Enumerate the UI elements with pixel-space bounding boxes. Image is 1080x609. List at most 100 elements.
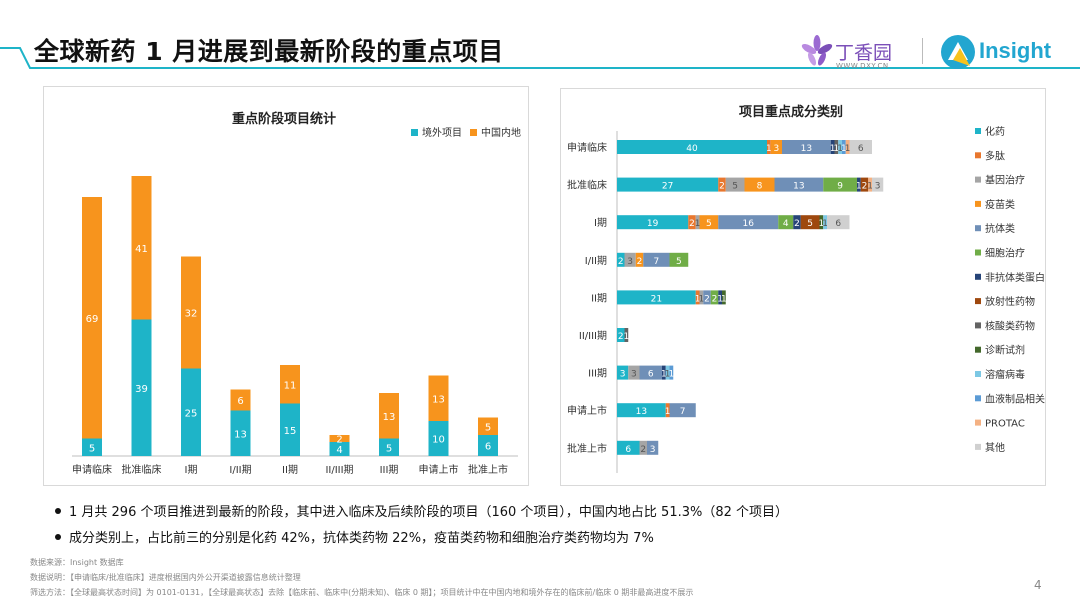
bar-segment xyxy=(669,403,696,418)
data-label: 6 xyxy=(485,442,491,453)
bar-segment xyxy=(849,140,872,154)
data-label: 2 xyxy=(637,257,643,267)
legend-label: 诊断试剂 xyxy=(985,344,1025,357)
bar-segment xyxy=(718,290,722,305)
category-tick-label: II期 xyxy=(282,464,298,476)
bar-segment xyxy=(617,215,689,230)
data-label: 8 xyxy=(757,182,763,192)
data-label: 5 xyxy=(89,443,95,454)
data-label: 1 xyxy=(665,370,671,380)
bar-segment xyxy=(725,177,745,192)
bar-segment xyxy=(647,440,659,455)
data-label: 32 xyxy=(185,309,198,320)
bar-segment-china xyxy=(478,417,498,435)
dxy-clove-logo-icon xyxy=(801,35,833,66)
data-label: 2 xyxy=(712,294,718,304)
data-label: 69 xyxy=(86,314,99,325)
data-label: 1 xyxy=(856,182,862,192)
category-tick-label: I/II期 xyxy=(585,255,607,267)
bullet-text: 成分类别上，占比前三的分别是化药 42%，抗体类药物 22%，疫苗类药物和细胞治… xyxy=(69,531,654,546)
category-tick-label: 批准临床 xyxy=(122,463,162,476)
data-label: 1 xyxy=(834,144,840,154)
bar-segment xyxy=(699,290,704,305)
data-label: 5 xyxy=(732,182,738,192)
footnote-source: 数据来源：Insight 数据库 xyxy=(30,558,124,567)
bar-segment xyxy=(838,140,842,154)
data-label: 2 xyxy=(336,435,342,446)
bar-segment xyxy=(827,215,850,230)
data-label: 5 xyxy=(807,219,813,229)
data-label: 6 xyxy=(237,396,243,407)
data-label: 3 xyxy=(620,370,626,380)
legend-label: 疫苗类 xyxy=(985,198,1015,211)
insight-logo-icon xyxy=(941,35,975,69)
insight-logo-text: Insight xyxy=(979,38,1052,63)
bar-segment xyxy=(782,140,831,154)
legend-label: 中国内地 xyxy=(481,128,521,139)
bar-segment xyxy=(718,215,779,230)
bar-segment xyxy=(662,365,666,380)
data-label: 13 xyxy=(793,182,804,192)
bar-segment-overseas xyxy=(478,435,498,456)
data-label: 40 xyxy=(686,144,698,154)
category-tick-label: 申请上市 xyxy=(567,404,607,417)
dxy-logo-url: WWW.DXY.CN xyxy=(836,62,889,70)
legend-swatch xyxy=(975,273,981,280)
bar-segment-overseas xyxy=(329,442,350,456)
data-label: 13 xyxy=(432,394,445,405)
data-label: 3 xyxy=(875,182,881,192)
category-tick-label: I期 xyxy=(185,464,198,476)
bar-segment xyxy=(819,215,824,230)
bar-segment-overseas xyxy=(379,438,399,456)
data-label: 21 xyxy=(651,294,662,304)
bar-segment xyxy=(860,177,869,192)
bullet-dot xyxy=(55,508,61,514)
data-label: 1 xyxy=(695,219,701,229)
data-label: 1 xyxy=(699,294,705,304)
legend-swatch xyxy=(975,346,981,353)
bar-segment xyxy=(665,365,670,380)
bar-segment-china xyxy=(329,435,350,442)
data-label: 19 xyxy=(647,219,659,229)
bar-segment xyxy=(617,177,719,192)
bar-segment-china xyxy=(181,256,201,369)
legend-swatch xyxy=(975,249,981,256)
data-label: 5 xyxy=(386,443,392,454)
bar-segment-overseas xyxy=(181,368,201,456)
bullet-item: 成分类别上，占比前三的分别是化药 42%，抗体类药物 22%，疫苗类药物和细胞治… xyxy=(55,526,788,552)
component-chart-panel: 项目重点成分类别 申请临床 40 1 3 13 1 1 1 1 1 6 批准临床 27 2 5 8 13 9 1 2 1… xyxy=(560,88,1046,486)
data-label: 3 xyxy=(631,370,637,380)
legend-swatch xyxy=(975,371,981,377)
bar-segment xyxy=(617,365,629,380)
logo-divider xyxy=(922,38,923,64)
data-label: 1 xyxy=(721,294,727,304)
data-label: 27 xyxy=(662,182,673,192)
bar-segment xyxy=(669,365,674,380)
legend-swatch xyxy=(411,129,418,136)
data-label: 2 xyxy=(704,294,710,304)
data-label: 4 xyxy=(783,219,789,229)
bar-segment xyxy=(617,440,640,455)
data-label: 3 xyxy=(627,257,633,267)
bar-segment xyxy=(845,140,850,154)
legend-item-china: 中国内地 xyxy=(470,124,521,139)
data-label: 13 xyxy=(801,144,812,154)
bar-segment xyxy=(628,365,640,380)
bar-segment xyxy=(643,252,670,267)
data-label: 2 xyxy=(618,332,624,342)
legend-swatch xyxy=(975,225,981,232)
stage-chart-title: 重点阶段项目统计 xyxy=(231,112,336,127)
bar-segment xyxy=(800,215,820,230)
bar-segment xyxy=(617,290,696,305)
stage-stacked-bar-chart: 5 69 申请临床 39 41 批准临床 25 32 I期 13 6 I/II期 15 11 II期 42 II… xyxy=(72,176,518,476)
legend-swatch xyxy=(975,419,981,426)
bar-segment xyxy=(639,365,662,380)
bar-segment xyxy=(722,290,726,305)
bar-segment xyxy=(774,177,824,192)
bar-segment xyxy=(695,290,700,305)
bar-segment xyxy=(830,140,835,154)
data-label: 1 xyxy=(766,144,772,154)
data-label: 3 xyxy=(650,445,656,455)
footnotes: 数据来源：Insight 数据库 数据说明：【申请临床/批准临床】进度根据国内外… xyxy=(30,555,693,600)
data-label: 1 xyxy=(867,182,873,192)
